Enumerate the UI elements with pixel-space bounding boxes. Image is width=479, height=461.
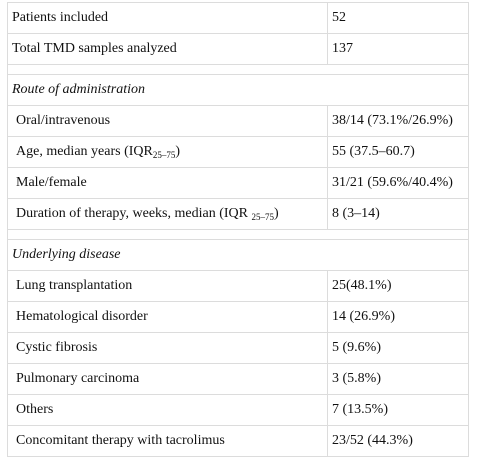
section-cell: Route of administration — [7, 74, 469, 106]
label: Male/female — [16, 175, 87, 190]
label: Others — [16, 402, 54, 417]
value: 31/21 (59.6%/40.4%) — [332, 175, 453, 190]
label: Concomitant therapy with tacrolimus — [16, 433, 225, 448]
data-row: Oral/intravenous 38/14 (73.1%/26.9%) — [7, 105, 469, 137]
data-row: Others 7 (13.5%) — [7, 394, 469, 426]
value: 23/52 (44.3%) — [332, 433, 413, 448]
data-row: Lung transplantation 25(48.1%) — [7, 270, 469, 302]
label-cell: Cystic fibrosis — [7, 332, 328, 364]
value-cell: 8 (3–14) — [327, 198, 469, 230]
value-cell: 3 (5.8%) — [327, 363, 469, 395]
data-row: Hematological disorder 14 (26.9%) — [7, 301, 469, 333]
spacer-row — [7, 64, 469, 75]
value-cell: 55 (37.5–60.7) — [327, 136, 469, 168]
label: Lung transplantation — [16, 278, 133, 293]
label: Cystic fibrosis — [16, 340, 98, 355]
data-row: Duration of therapy, weeks, median (IQR … — [7, 198, 469, 230]
value-cell: 52 — [327, 2, 469, 34]
table: Patients included 52 Total TMD samples ana… — [7, 2, 469, 457]
label-cell: Others — [7, 394, 328, 426]
data-row: Total TMD samples analyzed 137 — [7, 33, 469, 65]
label-cell: Hematological disorder — [7, 301, 328, 333]
subscript: 25–75 — [152, 150, 176, 160]
label-end: ) — [175, 144, 181, 159]
value: 25(48.1%) — [332, 278, 392, 293]
label: Age, median years (IQR — [16, 144, 153, 159]
label-cell: Oral/intravenous — [7, 105, 328, 137]
data-row: Pulmonary carcinoma 3 (5.8%) — [7, 363, 469, 395]
label-cell: Patients included — [7, 2, 328, 34]
data-row: Cystic fibrosis 5 (9.6%) — [7, 332, 469, 364]
value: 38/14 (73.1%/26.9%) — [332, 113, 453, 128]
label: Hematological disorder — [16, 309, 148, 324]
label-cell: Total TMD samples analyzed — [7, 33, 328, 65]
spacer-cell — [7, 229, 469, 240]
value-cell: 137 — [327, 33, 469, 65]
value-cell: 31/21 (59.6%/40.4%) — [327, 167, 469, 199]
label-cell: Pulmonary carcinoma — [7, 363, 328, 395]
label: Pulmonary carcinoma — [16, 371, 140, 386]
data-row: Male/female 31/21 (59.6%/40.4%) — [7, 167, 469, 199]
data-row: Age, median years (IQR25–75) 55 (37.5–60.… — [7, 136, 469, 168]
value: 14 (26.9%) — [332, 309, 395, 324]
label-cell: Concomitant therapy with tacrolimus — [7, 425, 328, 457]
section-row: Underlying disease — [7, 239, 469, 271]
spacer-row — [7, 229, 469, 240]
section-title: Route of administration — [12, 82, 145, 97]
value-cell: 38/14 (73.1%/26.9%) — [327, 105, 469, 137]
value-cell: 14 (26.9%) — [327, 301, 469, 333]
value: 137 — [332, 41, 353, 56]
value: 55 (37.5–60.7) — [332, 144, 415, 159]
value: 5 (9.6%) — [332, 340, 381, 355]
spacer-cell — [7, 64, 469, 75]
label-cell: Age, median years (IQR25–75) — [7, 136, 328, 168]
value: 7 (13.5%) — [332, 402, 388, 417]
value-cell: 25(48.1%) — [327, 270, 469, 302]
label-cell: Duration of therapy, weeks, median (IQR … — [7, 198, 328, 230]
subscript: 25–75 — [251, 212, 274, 222]
label: Duration of therapy, weeks, median (IQR — [16, 206, 252, 221]
section-title: Underlying disease — [12, 247, 121, 262]
section-row: Route of administration — [7, 74, 469, 106]
value: 52 — [332, 10, 346, 25]
label: Oral/intravenous — [16, 113, 111, 128]
label: Total TMD samples analyzed — [12, 41, 177, 56]
value: 3 (5.8%) — [332, 371, 381, 386]
value-cell: 7 (13.5%) — [327, 394, 469, 426]
label: Patients included — [12, 10, 109, 25]
table-body: Patients included 52 Total TMD samples ana… — [7, 2, 469, 457]
section-cell: Underlying disease — [7, 239, 469, 271]
label-cell: Lung transplantation — [7, 270, 328, 302]
value-cell: 5 (9.6%) — [327, 332, 469, 364]
data-row: Concomitant therapy with tacrolimus 23/52… — [7, 425, 469, 457]
value: 8 (3–14) — [332, 206, 380, 221]
data-row: Patients included 52 — [7, 2, 469, 34]
label-cell: Male/female — [7, 167, 328, 199]
label-end: ) — [273, 206, 279, 221]
table-container: Patients included 52 Total TMD samples ana… — [7, 2, 469, 457]
value-cell: 23/52 (44.3%) — [327, 425, 469, 457]
